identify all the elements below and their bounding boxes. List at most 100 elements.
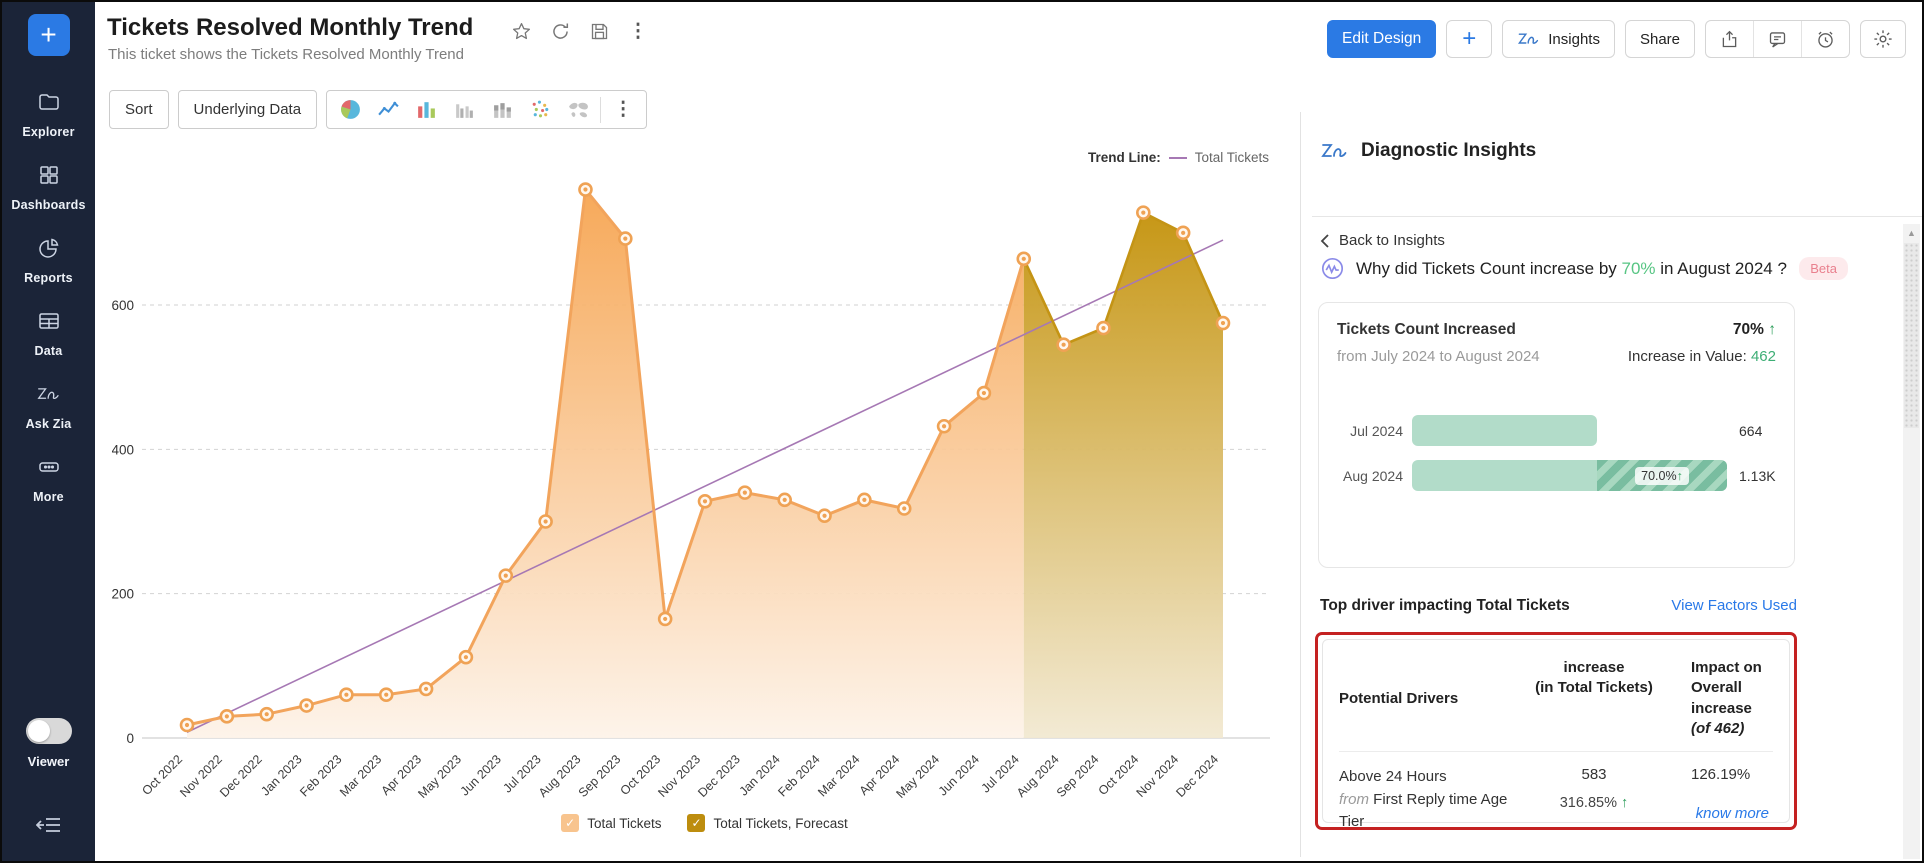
legend-checkbox-icon[interactable] [561, 814, 580, 832]
total-tickets-line [186, 185, 1026, 727]
scatter-chart-icon[interactable] [521, 91, 559, 128]
comparison-bars: Jul 2024 664 Aug 2024 70.0%↑ 1.13K [1337, 415, 1776, 491]
page-subtitle: This ticket shows the Tickets Resolved M… [108, 46, 464, 63]
x-axis-label: Jun 2024 [936, 752, 982, 798]
data-point-dot [1021, 256, 1026, 261]
data-point-dot [1220, 320, 1226, 326]
sidebar-item-ask-zia[interactable]: Ask Zia [2, 382, 95, 431]
refresh-icon[interactable] [549, 20, 571, 42]
pie-icon [37, 236, 61, 265]
legend-total-tickets-forecast[interactable]: Total Tickets, Forecast [687, 814, 848, 832]
col-potential-drivers: Potential Drivers [1339, 690, 1459, 707]
x-axis-label: Dec 2022 [217, 752, 265, 800]
data-point-dot [304, 703, 309, 708]
bar-fill[interactable]: 70.0%↑ [1412, 460, 1727, 491]
legend-total-tickets[interactable]: Total Tickets [561, 814, 661, 832]
impact-value: 126.19% [1691, 766, 1751, 783]
sidebar-item-reports[interactable]: Reports [2, 236, 95, 285]
zia-icon [1321, 144, 1347, 158]
driver-from-field: First Reply time Age Tier [1339, 790, 1508, 831]
viewer-toggle[interactable] [25, 718, 72, 744]
legend-checkbox-icon[interactable] [687, 814, 706, 832]
data-point-dot [981, 390, 987, 396]
comparison-bar-row: Aug 2024 70.0%↑ 1.13K [1337, 460, 1776, 491]
increase-in-value: Increase in Value: 462 [1628, 348, 1776, 365]
alerts-icon[interactable] [1801, 21, 1849, 57]
zia-insights-button[interactable]: Insights [1502, 20, 1615, 58]
driver-name: Above 24 Hours [1339, 768, 1447, 785]
period-label: from July 2024 to August 2024 [1337, 348, 1540, 365]
export-icon[interactable] [1706, 21, 1753, 57]
bar-track [1412, 415, 1727, 446]
change-pct-value: 70% [1732, 321, 1764, 338]
data-point-dot [1141, 210, 1146, 215]
scrollbar-thumb[interactable] [1904, 243, 1919, 428]
know-more-link[interactable]: know more [1695, 805, 1769, 822]
clustered-bar-icon[interactable] [445, 91, 483, 128]
map-chart-icon[interactable] [559, 91, 597, 128]
increase-hatch-segment: 70.0%↑ [1597, 460, 1727, 491]
save-icon[interactable] [588, 20, 610, 42]
comment-icon[interactable] [1753, 21, 1801, 57]
up-arrow-icon: ↑ [1768, 321, 1776, 338]
more-options-icon[interactable]: ⋮ [628, 20, 648, 42]
data-point-dot [463, 655, 469, 660]
y-axis-label: 600 [112, 298, 134, 313]
highlight-annotation-box: Potential Drivers increase (in Total Tick… [1315, 632, 1797, 830]
collapse-sidebar-button[interactable] [2, 815, 95, 835]
driver-heading: Top driver impacting Total Tickets [1320, 597, 1570, 614]
driver-from-word: from [1339, 790, 1369, 808]
bar-fill[interactable] [1412, 415, 1597, 446]
add-button[interactable]: + [1446, 20, 1493, 58]
y-axis-label: 400 [112, 442, 134, 457]
sidebar-item-explorer[interactable]: Explorer [2, 90, 95, 139]
question-text: Why did Tickets Count increase by 70% in… [1356, 259, 1787, 279]
impact-cell: 126.19% know more [1669, 766, 1773, 834]
view-factors-link[interactable]: View Factors Used [1671, 597, 1797, 614]
sidebar-item-data[interactable]: Data [2, 309, 95, 358]
sidebar-item-dashboards[interactable]: Dashboards [2, 163, 95, 212]
settings-button[interactable] [1860, 20, 1906, 58]
legend-label: Total Tickets, Forecast [713, 815, 848, 831]
panel-scrollbar[interactable]: ▲ [1903, 224, 1920, 859]
x-axis-label: Nov 2022 [177, 752, 225, 800]
increase-label: Increase in Value: [1627, 348, 1751, 365]
insight-question: Why did Tickets Count increase by 70% in… [1320, 256, 1848, 281]
sidebar-item-more[interactable]: More [2, 455, 95, 504]
question-highlight: 70% [1621, 258, 1656, 278]
more-chart-types-icon[interactable]: ⋮ [613, 99, 633, 120]
share-button[interactable]: Share [1624, 20, 1695, 58]
edit-design-button[interactable]: Edit Design [1327, 20, 1437, 58]
data-point-dot [583, 187, 588, 192]
star-icon[interactable] [510, 20, 532, 42]
data-point-dot [623, 236, 628, 241]
pulse-circle-icon [1321, 257, 1344, 280]
sort-button[interactable]: Sort [109, 90, 169, 129]
data-point-dot [503, 573, 508, 578]
data-point-dot [423, 686, 429, 692]
potential-drivers-table: Potential Drivers increase (in Total Tick… [1322, 639, 1790, 830]
sidebar-item-label: Ask Zia [25, 417, 72, 431]
settings-gear-icon [1874, 30, 1892, 48]
data-point-dot [543, 519, 548, 524]
back-to-insights-link[interactable]: Back to Insights [1320, 232, 1445, 249]
line-chart-icon[interactable] [369, 91, 407, 128]
underlying-data-button[interactable]: Underlying Data [177, 90, 318, 129]
card-subtitle-row: from July 2024 to August 2024 Increase i… [1337, 348, 1776, 365]
stacked-bar-icon[interactable] [483, 91, 521, 128]
data-point-dot [742, 490, 747, 495]
up-arrow-icon: ↑ [1621, 795, 1629, 811]
data-point-dot [1061, 342, 1066, 347]
bar-chart-icon[interactable] [407, 91, 445, 128]
forecast-area [1023, 212, 1223, 739]
pie-chart-icon[interactable] [331, 91, 369, 128]
legend-label: Total Tickets [587, 815, 662, 831]
x-axis-label: Mar 2024 [815, 752, 862, 799]
forecast-line [1022, 210, 1225, 347]
x-axis-label: Dec 2024 [1173, 752, 1221, 800]
sidebar-item-label: Dashboards [11, 198, 86, 212]
data-point-dot [384, 692, 389, 697]
create-new-button[interactable]: + [27, 14, 70, 56]
scroll-up-arrow[interactable]: ▲ [1907, 228, 1916, 238]
